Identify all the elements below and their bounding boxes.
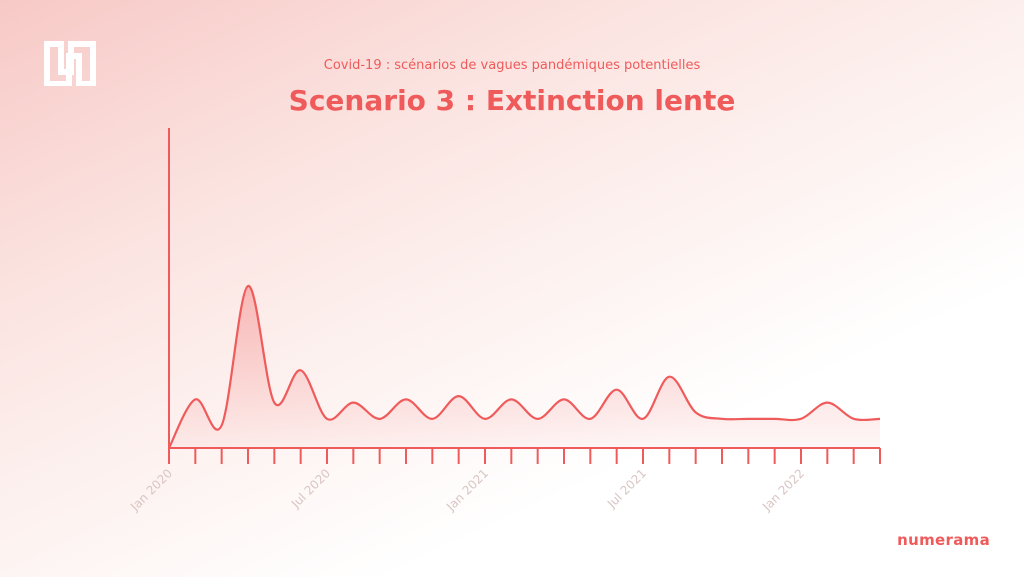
numerama-logo-icon bbox=[44, 41, 96, 86]
x-tick-label: Jul 2021 bbox=[604, 466, 649, 511]
brand-wordmark: numerama bbox=[897, 531, 990, 549]
chart-title: Scenario 3 : Extinction lente bbox=[288, 84, 736, 117]
x-tick-label: Jan 2022 bbox=[759, 466, 807, 514]
series-area bbox=[169, 285, 880, 448]
series-line bbox=[168, 284, 881, 449]
x-axis-ticks bbox=[168, 448, 881, 464]
x-tick-label: Jan 2020 bbox=[127, 466, 175, 514]
chart-subtitle: Covid-19 : scénarios de vagues pandémiqu… bbox=[323, 58, 701, 73]
x-tick-label: Jan 2021 bbox=[443, 466, 491, 514]
x-tick-label: Jul 2020 bbox=[288, 466, 333, 511]
x-axis-tick-labels: Jan 2020 Jul 2020 Jan 2021 Jul 2021 Jan 2022 bbox=[127, 466, 807, 514]
